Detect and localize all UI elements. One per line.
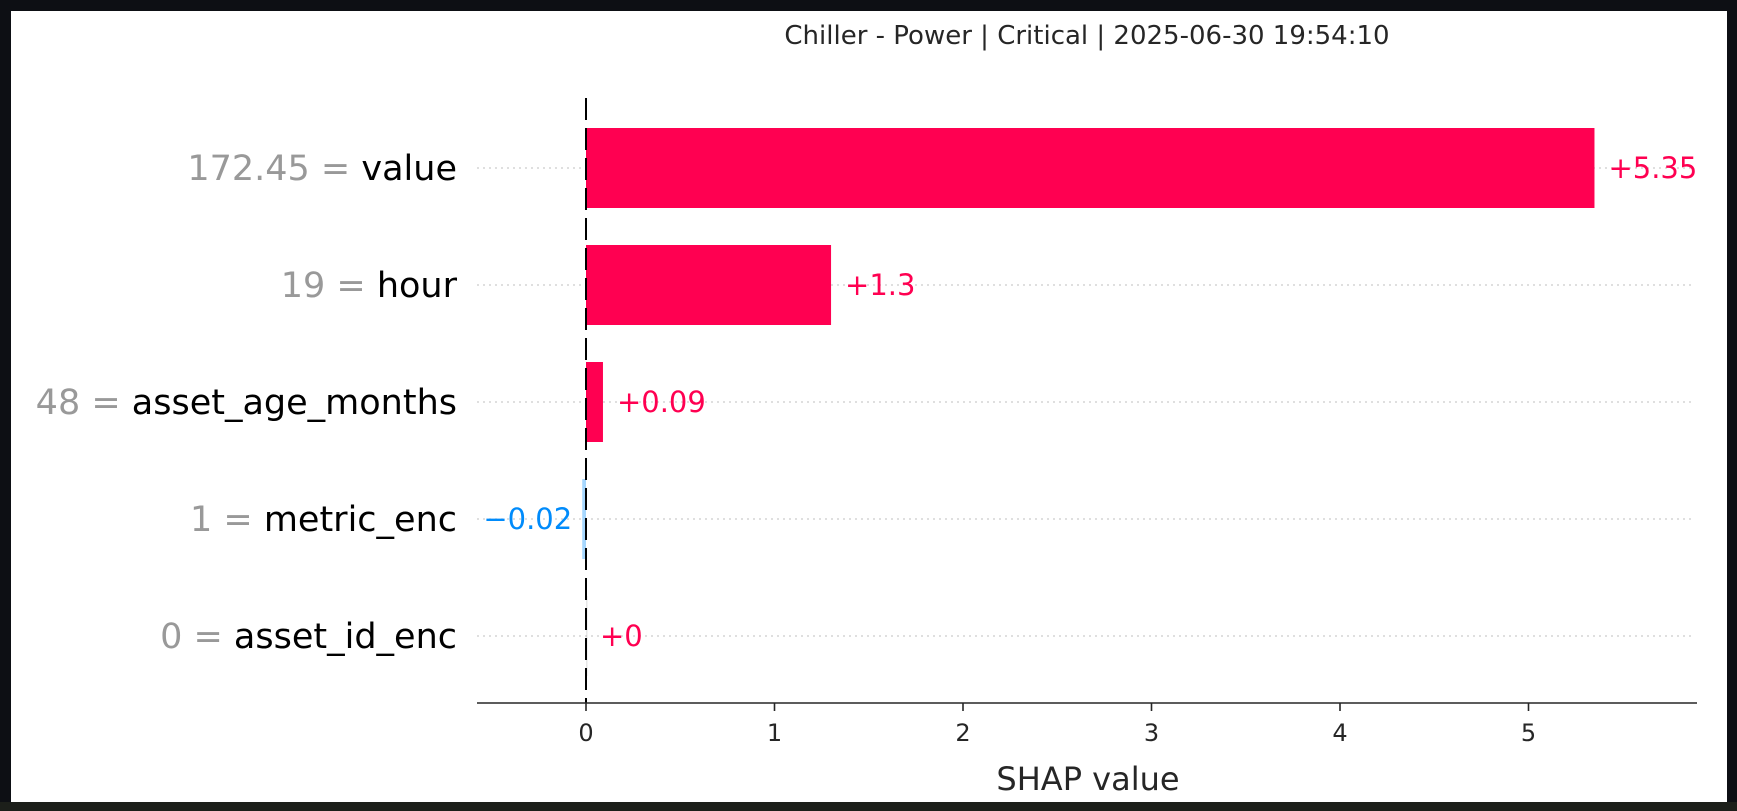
feature-name: metric_enc bbox=[264, 500, 457, 540]
x-tick-label: 2 bbox=[955, 719, 970, 747]
x-tick-label: 1 bbox=[767, 719, 782, 747]
feature-value: 19 = bbox=[281, 266, 377, 306]
x-tick-label: 4 bbox=[1332, 719, 1347, 747]
feature-value: 48 = bbox=[36, 383, 132, 423]
feature-name: asset_id_enc bbox=[234, 617, 457, 657]
feature-value: 172.45 = bbox=[187, 149, 361, 189]
feature-label: 48 = asset_age_months bbox=[36, 383, 457, 423]
bar bbox=[586, 245, 832, 325]
x-tick-label: 3 bbox=[1144, 719, 1159, 747]
feature-label: 172.45 = value bbox=[187, 149, 457, 189]
bar bbox=[586, 596, 588, 676]
x-axis-label: SHAP value bbox=[996, 760, 1179, 798]
bar-value-label: −0.02 bbox=[483, 502, 572, 536]
plot-area: 172.45 = value +5.35 19 = hour +1.3 48 = ass… bbox=[36, 98, 1697, 747]
feature-label: 19 = hour bbox=[281, 266, 458, 306]
feature-name: hour bbox=[377, 266, 458, 306]
feature-label: 1 = metric_enc bbox=[190, 500, 457, 540]
bar bbox=[586, 362, 603, 442]
feature-name: asset_age_months bbox=[132, 383, 457, 423]
bar-value-label: +1.3 bbox=[845, 268, 915, 302]
feature-label: 0 = asset_id_enc bbox=[160, 617, 457, 657]
bar-value-label: +5.35 bbox=[1608, 151, 1697, 185]
bar bbox=[582, 479, 586, 559]
bottom-strip bbox=[0, 802, 1737, 811]
x-tick-label: 0 bbox=[578, 719, 593, 747]
bar bbox=[586, 128, 1595, 208]
x-tick-label: 5 bbox=[1521, 719, 1536, 747]
feature-name: value bbox=[361, 149, 457, 189]
bar-value-label: +0 bbox=[600, 619, 643, 653]
chart-title: Chiller - Power | Critical | 2025-06-30 … bbox=[784, 21, 1389, 51]
bar-value-label: +0.09 bbox=[617, 385, 706, 419]
feature-value: 0 = bbox=[160, 617, 234, 657]
feature-value: 1 = bbox=[190, 500, 264, 540]
